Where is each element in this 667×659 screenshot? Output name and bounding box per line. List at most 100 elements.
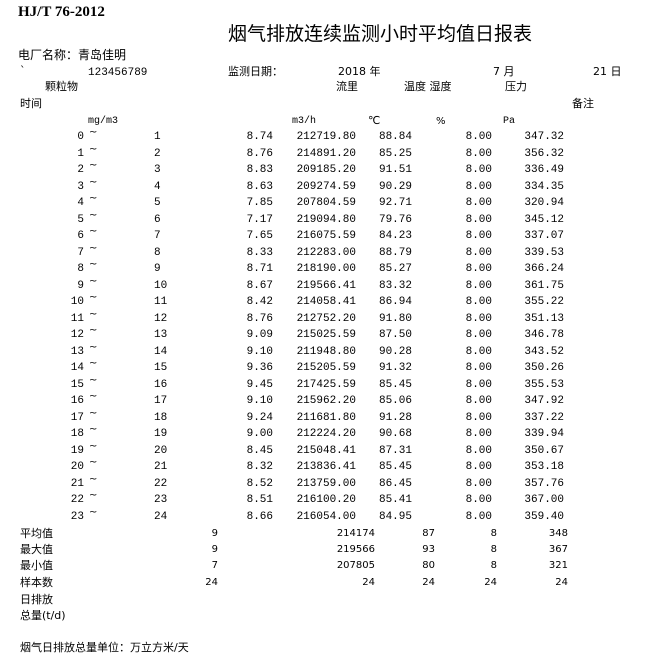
tilde-separator: ~	[89, 143, 98, 155]
hour-end: 6	[154, 213, 161, 226]
humidity-value: 8.00	[465, 362, 492, 374]
hour-end: 5	[154, 197, 161, 209]
temperature-value: 85.27	[378, 263, 412, 275]
hour-start: 15	[70, 378, 84, 391]
tilde-separator: ~	[89, 160, 98, 171]
flow-value: 209274.59	[296, 180, 356, 193]
hour-start: 10	[70, 296, 84, 308]
pressure-value: 367.00	[524, 494, 564, 506]
pressure-value: 347.32	[524, 131, 564, 143]
pressure-value: 361.75	[524, 279, 564, 292]
particulate-value: 8.32	[246, 461, 273, 473]
pressure-value: 339.53	[524, 246, 564, 259]
hour-start: 18	[70, 428, 84, 440]
flow-value: 217425.59	[296, 378, 356, 391]
hour-start: 23	[70, 510, 84, 523]
hour-start: 14	[70, 362, 84, 374]
humidity-value: 8.00	[465, 279, 492, 292]
flow-value: 212224.20	[296, 428, 356, 440]
temperature-value: 86.94	[378, 296, 412, 308]
hour-start: 12	[70, 329, 84, 341]
pressure-value: 355.22	[524, 296, 564, 308]
hour-end: 24	[154, 510, 168, 523]
hour-start: 9	[77, 279, 84, 292]
flow-value: 209185.20	[296, 164, 356, 176]
humidity-value: 8.00	[465, 312, 492, 325]
hour-start: 8	[77, 263, 84, 275]
hour-start: 11	[70, 312, 84, 325]
temperature-value: 91.28	[378, 411, 412, 424]
particulate-value: 8.33	[246, 246, 273, 259]
humidity-value: 8.00	[465, 444, 492, 457]
tilde-separator: ~	[89, 259, 98, 270]
summary-temperature: 93	[422, 544, 435, 556]
unit-particulate: mg/m3	[88, 116, 119, 127]
hour-start: 20	[70, 461, 84, 473]
backtick-mark: `	[20, 64, 26, 77]
tilde-separator: ~	[89, 424, 98, 435]
summary-label: 平均值	[20, 527, 53, 540]
humidity-value: 8.00	[465, 296, 492, 308]
humidity-value: 8.00	[465, 510, 492, 523]
pressure-value: 337.22	[524, 411, 564, 424]
hour-start: 1	[77, 147, 84, 160]
humidity-value: 8.00	[465, 164, 492, 176]
pressure-value: 345.12	[524, 213, 564, 226]
hour-start: 22	[70, 494, 84, 506]
particulate-value: 8.45	[246, 444, 273, 457]
flow-value: 219566.41	[296, 279, 356, 292]
hour-end: 21	[154, 461, 168, 473]
col-temp-humidity: 温度 湿度	[404, 80, 452, 93]
humidity-value: 8.00	[465, 329, 492, 341]
humidity-value: 8.00	[465, 477, 492, 490]
flow-value: 216075.59	[296, 230, 356, 242]
particulate-value: 9.10	[246, 395, 273, 407]
tilde-separator: ~	[89, 209, 98, 221]
particulate-value: 7.85	[246, 197, 273, 209]
pressure-value: 353.18	[524, 461, 564, 473]
col-remark: 备注	[572, 97, 594, 110]
particulate-value: 9.09	[246, 329, 273, 341]
date-year: 2018 年	[338, 65, 381, 78]
particulate-value: 7.17	[246, 213, 273, 226]
particulate-value: 8.42	[246, 296, 273, 308]
flow-value: 216054.00	[296, 510, 356, 523]
tilde-separator: ~	[89, 275, 98, 287]
humidity-value: 8.00	[465, 378, 492, 391]
summary-temperature: 80	[422, 560, 435, 572]
summary-humidity: 8	[490, 528, 497, 539]
tilde-separator: ~	[89, 391, 98, 402]
flow-value: 211681.80	[296, 411, 356, 424]
humidity-value: 8.00	[465, 461, 492, 473]
hour-end: 17	[154, 395, 168, 407]
hour-end: 11	[154, 296, 168, 308]
flow-value: 214891.20	[296, 147, 356, 160]
hour-end: 1	[154, 131, 161, 143]
hour-start: 4	[77, 197, 84, 209]
hour-end: 10	[154, 279, 168, 292]
date-month: 7 月	[493, 65, 515, 78]
tilde-separator: ~	[89, 374, 98, 386]
flow-value: 215962.20	[296, 395, 356, 407]
pressure-value: 350.67	[524, 444, 564, 457]
tilde-separator: ~	[89, 407, 98, 419]
flow-value: 215048.41	[296, 444, 356, 457]
tilde-separator: ~	[89, 358, 98, 369]
summary-temperature: 24	[422, 576, 435, 588]
particulate-value: 8.76	[246, 147, 273, 160]
summary-pressure: 24	[555, 576, 568, 588]
summary-temperature: 87	[422, 528, 435, 539]
hour-end: 15	[154, 362, 168, 374]
pressure-value: 347.92	[524, 395, 564, 407]
temperature-value: 83.32	[378, 279, 412, 292]
total-label: 总量(t/d)	[20, 609, 66, 622]
temperature-value: 88.79	[378, 246, 412, 259]
pressure-value: 337.07	[524, 230, 564, 242]
pressure-value: 356.32	[524, 147, 564, 160]
temperature-value: 90.68	[378, 428, 412, 440]
pressure-value: 351.13	[524, 312, 564, 325]
flow-value: 207804.59	[296, 197, 356, 209]
particulate-value: 9.36	[246, 362, 273, 374]
hour-start: 3	[77, 180, 84, 193]
